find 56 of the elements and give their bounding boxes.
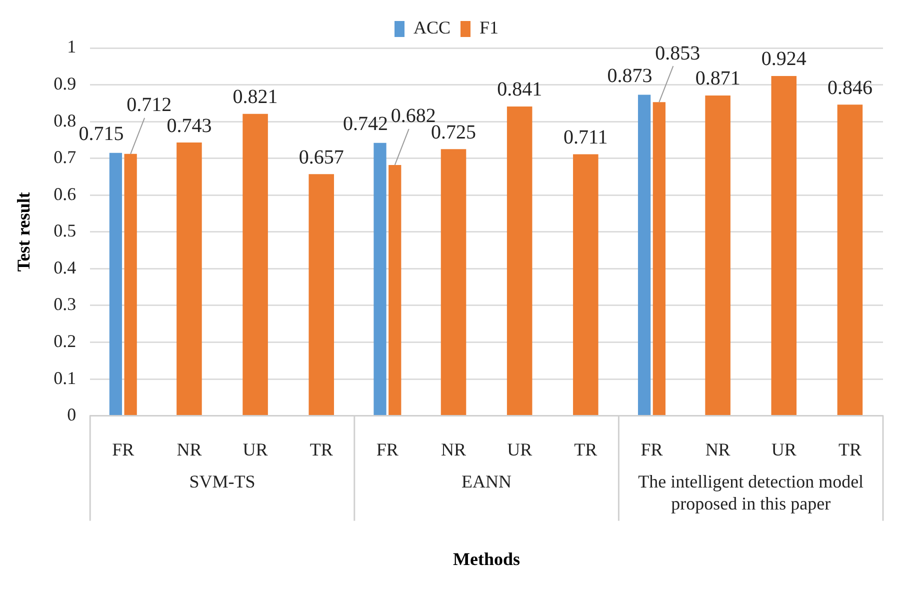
bar <box>837 104 863 416</box>
data-label: 0.725 <box>431 121 476 144</box>
y-tick-label: 0.2 <box>54 330 76 351</box>
data-label: 0.924 <box>761 48 806 70</box>
x-tick-label: NR <box>705 439 730 460</box>
legend-label: ACC <box>413 18 451 38</box>
x-tick-label: TR <box>310 439 333 460</box>
y-tick-label: 1 <box>67 36 76 57</box>
y-tick-label: 0.9 <box>54 74 76 94</box>
text: The intelligent detection model proposed in this paper <box>638 472 864 514</box>
data-label: 0.712 <box>126 94 172 116</box>
bar <box>242 114 268 416</box>
x-tick-label: UR <box>771 439 796 460</box>
x-tick-label: TR <box>574 439 598 460</box>
x-tick-label: UR <box>507 439 532 460</box>
data-label: 0.657 <box>298 146 344 168</box>
text: SVM-TS <box>189 472 256 492</box>
y-tick-label: 0.7 <box>54 147 76 168</box>
y-axis-title: Test result <box>13 192 34 272</box>
data-label: 0.841 <box>497 78 542 101</box>
x-tick-label: FR <box>640 439 663 460</box>
bar <box>176 142 202 416</box>
y-tick-label: 0.3 <box>54 294 76 314</box>
x-tick-label: TR <box>838 439 862 460</box>
bar <box>573 154 598 416</box>
data-label: 0.743 <box>166 114 212 137</box>
x-tick-label: FR <box>376 439 398 460</box>
legend-label: F1 <box>480 18 499 38</box>
data-label: 0.873 <box>607 64 652 87</box>
bar <box>705 95 730 416</box>
y-tick-label: 0.1 <box>54 368 76 388</box>
x-tick-label: UR <box>242 439 268 460</box>
bar <box>440 149 466 416</box>
y-tick-label: 0.6 <box>54 184 76 204</box>
data-label: 0.715 <box>78 123 124 146</box>
y-tick-label: 0 <box>67 404 76 425</box>
bar <box>374 142 386 416</box>
x-tick-label: NR <box>441 439 466 460</box>
data-label: 0.853 <box>655 42 700 64</box>
bar <box>771 76 797 416</box>
x-axis-title: Methods <box>453 548 520 569</box>
text: EANN <box>462 472 512 492</box>
x-tick-label: NR <box>176 439 202 460</box>
x-tick-label: FR <box>112 439 134 460</box>
y-tick-label: 0.5 <box>54 220 76 241</box>
bar <box>109 152 122 416</box>
data-label: 0.742 <box>343 113 388 136</box>
y-tick-label: 0.8 <box>54 110 76 130</box>
data-label: 0.711 <box>564 126 608 149</box>
bar <box>308 174 334 416</box>
data-label: 0.846 <box>827 76 872 99</box>
data-label: 0.871 <box>695 68 740 90</box>
data-label: 0.821 <box>232 86 278 108</box>
bar <box>506 106 532 416</box>
bar <box>638 94 651 416</box>
y-tick-label: 0.4 <box>54 257 76 278</box>
